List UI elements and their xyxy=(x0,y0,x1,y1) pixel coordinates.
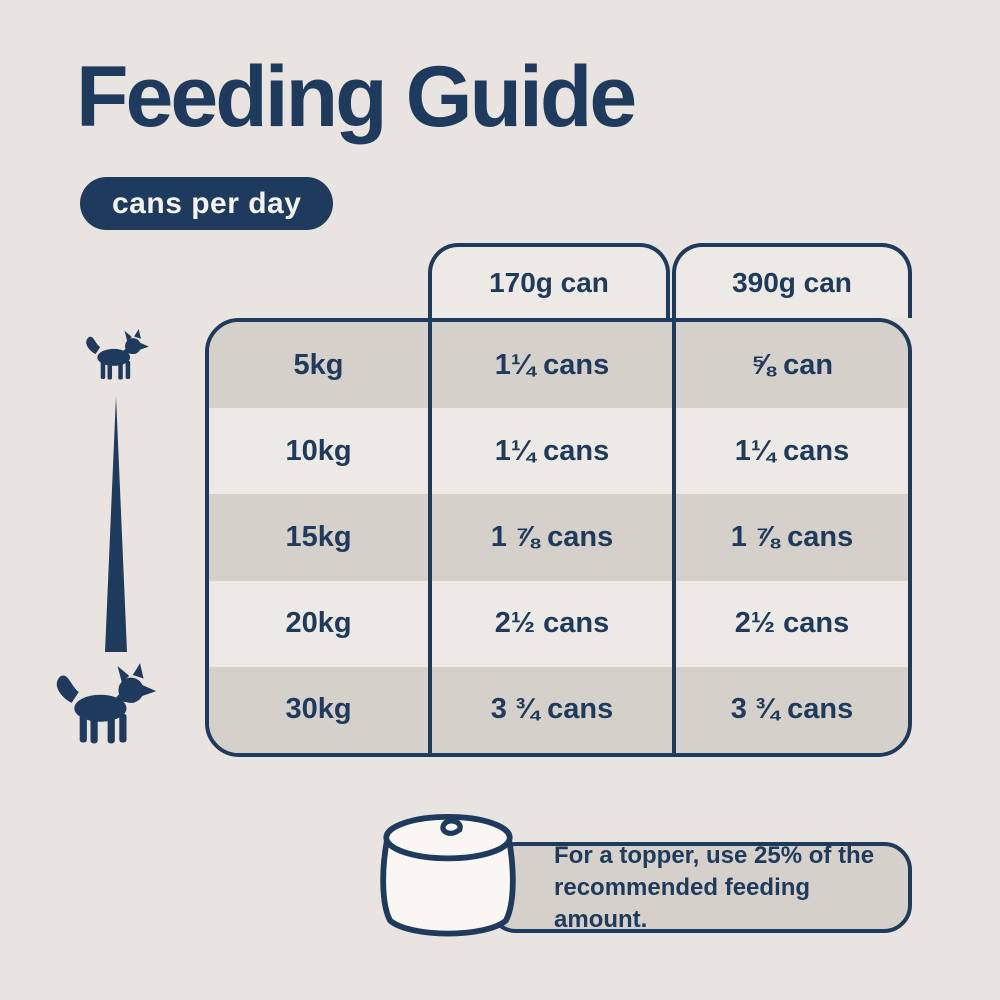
can-170-cell: 1 ⅞ cans xyxy=(428,494,676,581)
small-dog-icon xyxy=(86,329,149,380)
column-header-390g-can: 390g can xyxy=(672,243,912,318)
can-390-cell: ⅝ can xyxy=(750,348,834,381)
feeding-table: 5kg 1¼ cans ⅝ can 10kg 1¼ cans 1¼ cans 1… xyxy=(205,318,912,757)
table-row: 10kg 1¼ cans 1¼ cans xyxy=(209,408,908,495)
weight-cell: 5kg xyxy=(293,348,344,381)
topper-note-line-2: recommended feeding amount. xyxy=(554,873,811,933)
can-170-cell: 2½ cans xyxy=(428,580,676,667)
topper-note-line-1: For a topper, use 25% of the xyxy=(554,841,875,869)
can-390-cell: 3 ¾ cans xyxy=(730,693,854,726)
can-170-cell: 1¼ cans xyxy=(428,322,676,409)
large-dog-icon xyxy=(56,663,157,744)
can-390-cell: 1 ⅞ cans xyxy=(730,521,854,553)
table-row: 20kg 2½ cans 2½ cans xyxy=(209,580,908,667)
topper-note: For a topper, use 25% of the recommended… xyxy=(488,842,912,933)
column-header-label: 170g can xyxy=(489,266,609,298)
page-title: Feeding Guide xyxy=(76,49,637,145)
column-header-label: 390g can xyxy=(732,266,852,298)
weight-cell: 10kg xyxy=(285,434,352,467)
badge-label: cans per day xyxy=(112,186,302,220)
weight-cell: 30kg xyxy=(285,693,352,726)
table-row: 30kg 3 ¾ cans 3 ¾ cans xyxy=(209,666,908,753)
can-170-cell: 1¼ cans xyxy=(428,408,676,495)
dog-size-wedge xyxy=(105,396,127,652)
table-row: 15kg 1 ⅞ cans 1 ⅞ cans xyxy=(209,494,908,581)
column-header-170g-can: 170g can xyxy=(428,243,670,318)
dog-food-can-icon xyxy=(380,813,516,937)
can-170-cell: 3 ¾ cans xyxy=(428,666,676,753)
weight-cell: 20kg xyxy=(285,607,352,640)
weight-cell: 15kg xyxy=(285,521,352,553)
can-390-cell: 1¼ cans xyxy=(734,434,850,467)
can-390-cell: 2½ cans xyxy=(734,607,850,640)
cans-per-day-badge: cans per day xyxy=(80,177,334,230)
table-row: 5kg 1¼ cans ⅝ can xyxy=(209,322,908,409)
